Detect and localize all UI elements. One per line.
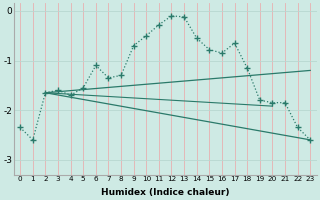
- X-axis label: Humidex (Indice chaleur): Humidex (Indice chaleur): [101, 188, 229, 197]
